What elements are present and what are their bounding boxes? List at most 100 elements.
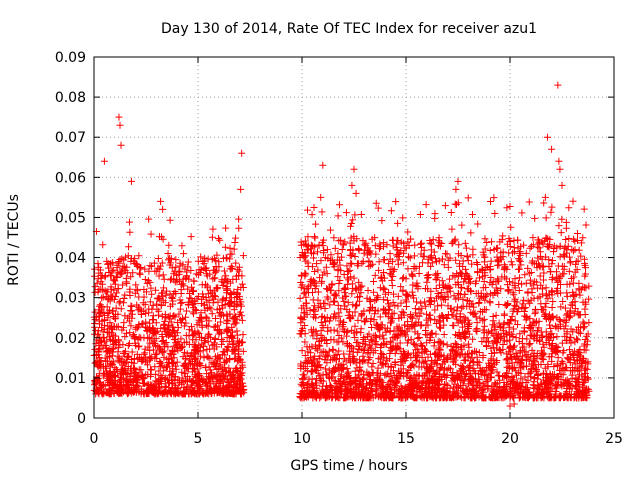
data-point	[128, 303, 136, 311]
data-point	[313, 248, 321, 256]
data-point	[380, 353, 388, 361]
data-point	[212, 378, 220, 386]
data-point	[547, 268, 555, 276]
data-point	[455, 241, 463, 249]
data-point	[387, 347, 395, 355]
data-point	[93, 279, 101, 287]
data-point	[148, 382, 156, 390]
data-point	[569, 197, 577, 205]
data-point	[533, 284, 541, 292]
data-point	[522, 316, 530, 324]
data-point	[585, 319, 593, 327]
data-point	[472, 376, 480, 384]
data-point	[335, 331, 343, 339]
data-point	[342, 390, 350, 398]
data-point	[499, 324, 507, 332]
data-point	[355, 245, 363, 253]
data-point	[537, 281, 545, 289]
data-point	[577, 286, 585, 294]
data-point	[147, 230, 155, 238]
data-point	[184, 285, 192, 293]
data-point	[490, 194, 498, 202]
data-point	[212, 284, 220, 292]
data-point	[172, 332, 180, 340]
data-point	[555, 315, 563, 323]
data-point	[408, 323, 416, 331]
data-point	[493, 382, 501, 390]
data-point	[394, 219, 402, 227]
data-point	[390, 309, 398, 317]
data-point	[407, 335, 415, 343]
data-point	[503, 337, 511, 345]
data-point	[416, 240, 424, 248]
data-point	[501, 393, 509, 401]
data-point	[529, 381, 537, 389]
data-point	[389, 272, 397, 280]
data-point	[209, 299, 217, 307]
data-point	[335, 201, 343, 209]
data-point	[355, 297, 363, 305]
data-point	[297, 327, 305, 335]
data-point	[196, 333, 204, 341]
data-point	[100, 157, 108, 165]
data-point	[408, 270, 416, 278]
data-point	[548, 260, 556, 268]
data-point	[197, 361, 205, 369]
data-point	[399, 365, 407, 373]
data-point	[320, 390, 328, 398]
data-point	[412, 357, 420, 365]
data-point	[407, 385, 415, 393]
data-point	[119, 265, 127, 273]
data-point	[510, 400, 518, 408]
data-point	[115, 113, 123, 121]
data-point	[374, 325, 382, 333]
data-point	[563, 292, 571, 300]
data-point	[114, 348, 122, 356]
y-tick-label: 0.03	[55, 291, 86, 307]
data-point	[538, 263, 546, 271]
data-point	[354, 316, 362, 324]
data-point	[539, 340, 547, 348]
data-point	[474, 269, 482, 277]
data-point	[353, 301, 361, 309]
data-point	[576, 329, 584, 337]
data-point	[563, 289, 571, 297]
data-point	[499, 387, 507, 395]
data-point	[506, 202, 514, 210]
data-point	[526, 315, 534, 323]
data-point	[355, 278, 363, 286]
data-point	[465, 343, 473, 351]
data-point	[323, 246, 331, 254]
data-point	[187, 351, 195, 359]
data-point	[555, 394, 563, 402]
data-point	[479, 284, 487, 292]
data-point	[323, 285, 331, 293]
data-point	[106, 271, 114, 279]
data-point	[440, 314, 448, 322]
data-point	[499, 373, 507, 381]
data-point	[181, 369, 189, 377]
data-point	[304, 233, 312, 241]
data-point	[139, 319, 147, 327]
data-point	[504, 286, 512, 294]
data-point	[532, 367, 540, 375]
data-point	[559, 298, 567, 306]
data-point	[458, 221, 466, 229]
data-point	[581, 323, 589, 331]
data-point	[459, 364, 467, 372]
data-point	[440, 330, 448, 338]
data-point	[552, 287, 560, 295]
data-point	[153, 300, 161, 308]
data-point	[406, 362, 414, 370]
data-point	[158, 233, 166, 241]
data-point	[335, 367, 343, 375]
x-tick-label: 10	[293, 431, 311, 447]
data-point	[220, 372, 228, 380]
data-point	[360, 249, 368, 257]
data-point	[478, 337, 486, 345]
data-point	[568, 384, 576, 392]
data-point	[348, 326, 356, 334]
data-point	[564, 355, 572, 363]
data-point	[483, 291, 491, 299]
data-point	[303, 381, 311, 389]
